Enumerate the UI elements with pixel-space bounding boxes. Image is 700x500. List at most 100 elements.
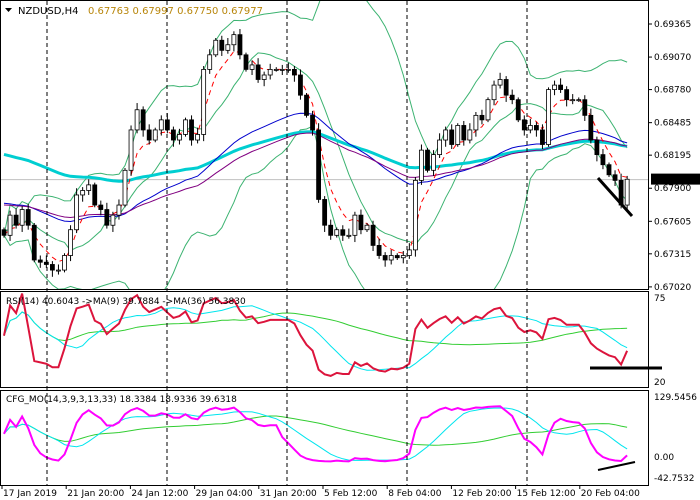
candle (437, 133, 443, 158)
candle-body (328, 224, 334, 236)
cfg-frame (0, 390, 649, 486)
candle-body (425, 149, 430, 171)
current-price-tag (651, 173, 700, 185)
candle (128, 125, 134, 176)
price-tick-label: 0.68780 (654, 86, 691, 96)
candle-body (92, 184, 98, 206)
rsi-line (3, 293, 629, 377)
candle (249, 60, 255, 76)
candle (400, 251, 406, 264)
candle (273, 67, 279, 72)
candle (310, 110, 315, 136)
rsi-plot (3, 293, 662, 377)
time-tick-label: 5 Feb 12:00 (324, 489, 378, 499)
candle-body (352, 214, 358, 236)
cfg-divergence-line (597, 461, 636, 471)
candle-body (25, 209, 31, 226)
candle-body (437, 139, 443, 156)
candle (600, 149, 606, 170)
candle (412, 177, 418, 257)
candle-body (189, 119, 194, 141)
price-plot (1, 1, 648, 289)
candle-body (140, 109, 146, 131)
candle (334, 227, 340, 238)
candle-body (158, 119, 164, 131)
candle (225, 38, 231, 54)
candle (31, 222, 37, 263)
blue-ma-line (3, 112, 628, 223)
cfg-slow-line (3, 415, 628, 446)
candle-body (177, 134, 182, 141)
candle (370, 220, 376, 252)
candle-body (552, 84, 557, 90)
candle (328, 219, 334, 240)
candle-body (62, 255, 67, 271)
rsi-frame (0, 291, 649, 388)
candle (98, 200, 104, 216)
candle (37, 255, 43, 268)
cfg-level-label: 0.00 (654, 453, 674, 463)
candle (388, 249, 394, 265)
candle-body (43, 261, 49, 265)
time-tick-label: 31 Jan 20:00 (260, 489, 317, 499)
candle (455, 123, 461, 147)
candle (231, 31, 237, 52)
candle (624, 175, 630, 212)
candle-body (515, 99, 521, 121)
candle-body (497, 79, 503, 86)
candle-body (600, 154, 606, 166)
candle (594, 136, 600, 162)
candle (485, 97, 491, 123)
candle-body (322, 199, 328, 226)
candle (122, 168, 128, 208)
candle-body (219, 39, 225, 51)
candle-body (291, 69, 297, 76)
candle-body (31, 224, 37, 261)
candle-body (98, 204, 104, 210)
time-tick-label: 20 Feb 04:00 (581, 489, 640, 499)
candle-body (527, 125, 533, 131)
time-tick-label: 8 Feb 04:00 (388, 489, 442, 499)
candle (74, 188, 79, 234)
time-tick-label: 12 Feb 20:00 (452, 489, 511, 499)
candle-body (201, 69, 207, 135)
candle (316, 123, 322, 203)
candle-body (467, 129, 473, 141)
candle (183, 117, 188, 137)
candle-body (231, 34, 237, 46)
candle-body (7, 214, 13, 236)
candle-body (455, 125, 461, 145)
candle (449, 124, 455, 149)
collapse-triangle-icon[interactable] (5, 8, 12, 12)
candle (564, 86, 570, 107)
candle (431, 150, 436, 176)
candle (68, 225, 73, 262)
candle-body (582, 99, 588, 116)
candle (140, 106, 146, 137)
candle (406, 243, 412, 259)
cfg-level-label: -42.7532 (654, 474, 694, 484)
candle-body (213, 39, 219, 56)
candle-body (443, 129, 449, 141)
candle-body (576, 99, 582, 102)
candle-body (412, 179, 418, 251)
candle (146, 124, 152, 145)
candle (376, 238, 382, 259)
candle (382, 252, 388, 267)
cfg-signal-line (3, 407, 628, 461)
candle (346, 228, 352, 239)
candle (177, 128, 182, 145)
candle (298, 69, 303, 100)
candle (425, 147, 430, 173)
candle (521, 115, 527, 136)
candle (509, 89, 515, 105)
candle-body (521, 119, 527, 131)
candle (515, 97, 521, 123)
candle-body (146, 129, 152, 141)
time-tick-label: 21 Jan 20:00 (67, 489, 124, 499)
candle-body (152, 129, 158, 141)
candle (267, 63, 273, 80)
candle-body (606, 164, 612, 176)
candle-body (122, 169, 128, 206)
